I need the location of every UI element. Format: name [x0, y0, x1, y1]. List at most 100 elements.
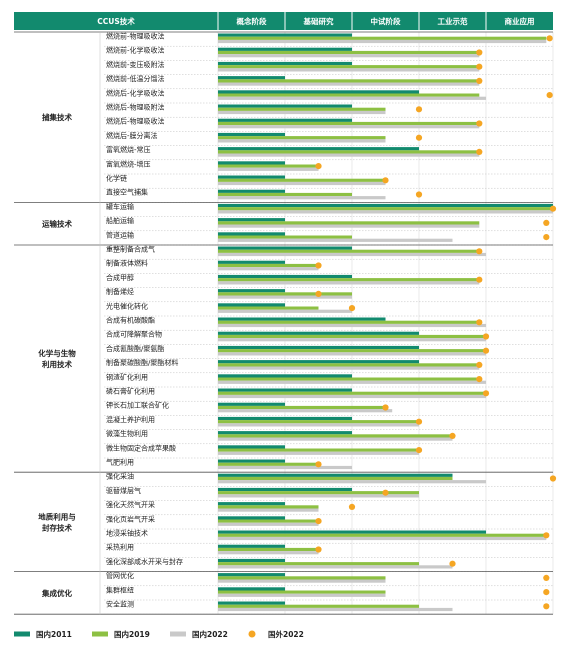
bar-domestic-2019 — [218, 533, 547, 537]
dot-foreign-2022 — [476, 376, 483, 383]
row-label: 微生物固定合成苹果酸 — [106, 443, 176, 452]
bar-domestic-2019 — [218, 491, 419, 495]
row-label: 合成可降解聚合物 — [106, 330, 162, 339]
category-label: 利用技术 — [41, 359, 72, 369]
header-bar — [14, 12, 553, 30]
bar-domestic-2011 — [218, 161, 285, 165]
row-label: 燃烧后-物理吸附法 — [106, 103, 165, 112]
bar-domestic-2022 — [218, 96, 486, 100]
bar-domestic-2011 — [218, 331, 419, 335]
dot-foreign-2022 — [543, 603, 550, 610]
row-label: 地浸采铀技术 — [106, 529, 148, 538]
bar-domestic-2022 — [218, 110, 386, 115]
dot-foreign-2022 — [315, 546, 322, 553]
dot-foreign-2022 — [546, 35, 553, 42]
dot-foreign-2022 — [415, 418, 423, 425]
row-label: 管道运输 — [106, 230, 134, 239]
bar-domestic-2011 — [218, 530, 486, 534]
bar-domestic-2011 — [218, 132, 285, 137]
bar-domestic-2022 — [218, 551, 319, 555]
dot-foreign-2022 — [476, 77, 483, 84]
dot-foreign-2022 — [415, 106, 423, 113]
row-label: 强化采油 — [106, 472, 134, 481]
dot-foreign-2022 — [449, 560, 456, 567]
bar-domestic-2019 — [218, 405, 386, 410]
bar-domestic-2011 — [218, 47, 352, 51]
bar-domestic-2011 — [218, 147, 419, 151]
bar-domestic-2019 — [218, 221, 480, 225]
legend-marker — [248, 630, 256, 638]
legend-marker — [92, 631, 108, 637]
bar-domestic-2011 — [218, 431, 352, 435]
row-label: 重整制备合成气 — [106, 245, 155, 254]
bar-domestic-2019 — [218, 65, 480, 69]
dot-foreign-2022 — [476, 361, 483, 368]
bar-domestic-2022 — [218, 423, 419, 427]
row-label: 燃烧后-膜分离法 — [106, 131, 158, 140]
bar-domestic-2022 — [218, 224, 480, 228]
row-label: 燃烧后-化学吸收法 — [106, 88, 165, 97]
bar-domestic-2022 — [218, 394, 486, 399]
bar-domestic-2011 — [218, 61, 352, 66]
dot-foreign-2022 — [482, 390, 490, 397]
row-label: 制备聚碳酸酯/聚酯材料 — [106, 358, 178, 367]
bar-domestic-2019 — [218, 519, 319, 523]
row-label: 管网优化 — [106, 571, 134, 580]
bar-domestic-2011 — [218, 317, 386, 321]
dot-foreign-2022 — [476, 63, 483, 70]
row-label: 船舶运输 — [106, 216, 134, 225]
dot-foreign-2022 — [382, 177, 389, 184]
bar-domestic-2019 — [218, 292, 352, 296]
row-label: 混凝土养护利用 — [106, 415, 155, 424]
dot-foreign-2022 — [549, 475, 557, 482]
bar-domestic-2019 — [218, 590, 386, 594]
bar-domestic-2022 — [218, 480, 486, 484]
bar-domestic-2022 — [218, 153, 480, 157]
dot-foreign-2022 — [543, 219, 550, 226]
dot-foreign-2022 — [315, 518, 322, 525]
header-stage-4: 工业示范 — [438, 16, 468, 26]
dot-foreign-2022 — [476, 276, 483, 283]
row-label: 磷石膏矿化利用 — [106, 387, 155, 396]
bar-domestic-2022 — [218, 451, 419, 455]
bar-domestic-2022 — [218, 295, 352, 299]
bar-domestic-2022 — [218, 238, 453, 242]
dot-foreign-2022 — [415, 447, 423, 454]
bar-domestic-2019 — [218, 434, 453, 438]
bar-domestic-2019 — [218, 93, 480, 97]
bar-domestic-2019 — [218, 235, 352, 239]
bar-domestic-2019 — [218, 50, 480, 55]
bar-domestic-2011 — [218, 402, 285, 406]
row-label: 强化天然气开采 — [106, 500, 155, 509]
bar-domestic-2011 — [218, 289, 285, 293]
row-label: 直接空气捕集 — [106, 188, 148, 197]
bar-domestic-2022 — [218, 380, 486, 384]
bar-domestic-2019 — [218, 462, 319, 466]
category-label: 集成优化 — [41, 588, 72, 598]
dot-foreign-2022 — [543, 234, 550, 241]
bar-domestic-2011 — [218, 516, 285, 520]
row-label: 集群枢纽 — [106, 585, 134, 594]
dot-foreign-2022 — [476, 248, 483, 255]
dot-foreign-2022 — [476, 120, 483, 127]
row-label: 强化深部咸水开采与封存 — [106, 557, 183, 566]
bar-domestic-2022 — [218, 167, 319, 171]
bar-domestic-2011 — [218, 189, 285, 193]
header-stage-1: 概念阶段 — [237, 16, 267, 26]
bar-domestic-2019 — [218, 363, 480, 367]
legend-label: 国内2022 — [192, 629, 228, 639]
row-label: 安全监测 — [106, 600, 134, 609]
bar-domestic-2022 — [218, 338, 486, 342]
bar-domestic-2022 — [218, 565, 453, 569]
bar-domestic-2022 — [218, 593, 386, 597]
row-label: 采热利用 — [106, 543, 134, 552]
row-label: 燃烧后-物理吸收法 — [106, 117, 165, 126]
dot-foreign-2022 — [348, 305, 356, 312]
row-label: 燃烧前-变压吸附法 — [106, 60, 165, 69]
bar-domestic-2019 — [218, 263, 319, 268]
bar-domestic-2019 — [218, 107, 386, 111]
bar-domestic-2011 — [218, 502, 285, 506]
bar-domestic-2019 — [218, 79, 480, 83]
bar-domestic-2022 — [218, 252, 486, 257]
